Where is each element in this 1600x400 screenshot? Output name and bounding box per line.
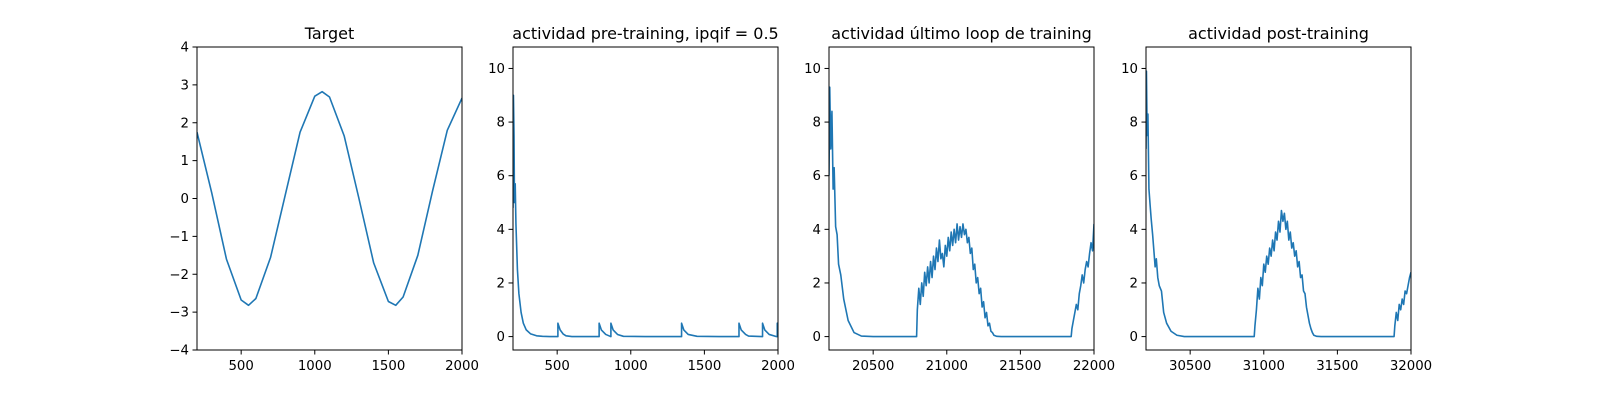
y-tick-label: 10 (804, 62, 821, 77)
x-tick-label: 1000 (614, 359, 648, 374)
axes-frame (512, 46, 779, 351)
x-tick-label: 1500 (687, 359, 721, 374)
series-line-pre-training (513, 94, 778, 338)
x-tick-label: 1000 (298, 359, 332, 374)
y-tick-label: −3 (169, 306, 189, 321)
chart-panel-last-training-loop: 20500 21000 21500 22000 0 2 4 6 8 10 actividad últ… (804, 24, 1115, 374)
y-tick-label: 4 (181, 41, 189, 56)
chart-panel-pre-training: 500 1000 1500 2000 0 2 4 6 8 10 actividad pre-trai… (488, 24, 795, 374)
y-tick-label: 0 (1130, 330, 1138, 345)
axes-frame (828, 46, 1095, 351)
y-tick-label: 8 (813, 116, 821, 131)
x-tick-label: 21500 (999, 359, 1041, 374)
x-tick-label: 21000 (926, 359, 968, 374)
x-tick-label: 2000 (761, 359, 795, 374)
y-tick-label: 10 (488, 62, 505, 77)
axes-frame (1145, 46, 1412, 351)
chart-title: actividad post-training (1188, 24, 1369, 43)
x-tick-label: 22000 (1073, 359, 1115, 374)
y-tick-label: 8 (497, 116, 505, 131)
series-line-post-training (1146, 70, 1411, 338)
x-tick-label: 32000 (1390, 359, 1432, 374)
y-tick-label: 0 (181, 192, 189, 207)
chart-panel-target: 500 1000 1500 2000 −4 −3 −2 −1 0 1 2 3 4 Target (169, 24, 479, 374)
y-tick-label: 2 (1130, 276, 1138, 291)
x-tick-label: 20500 (852, 359, 894, 374)
series-line-last-training-loop (829, 86, 1094, 338)
y-tick-label: 2 (497, 276, 505, 291)
y-tick-label: 10 (1121, 62, 1138, 77)
y-tick-label: −4 (169, 344, 189, 359)
x-tick-label: 2000 (445, 359, 479, 374)
y-tick-label: 3 (181, 78, 189, 93)
y-tick-label: 6 (813, 169, 821, 184)
y-tick-label: 2 (181, 116, 189, 131)
y-tick-label: −2 (169, 268, 189, 283)
y-tick-label: 2 (813, 276, 821, 291)
y-tick-label: 4 (813, 223, 821, 238)
y-tick-label: 6 (497, 169, 505, 184)
chart-title: actividad pre-training, ipqif = 0.5 (512, 24, 778, 43)
series-line-target (197, 90, 462, 307)
y-tick-label: 0 (497, 330, 505, 345)
x-tick-label: 31000 (1243, 359, 1285, 374)
chart-title: Target (304, 24, 355, 43)
y-tick-label: 4 (1130, 223, 1138, 238)
chart-panel-post-training: 30500 31000 31500 32000 0 2 4 6 8 10 actividad pos… (1121, 24, 1432, 374)
y-tick-label: 6 (1130, 169, 1138, 184)
chart-title: actividad último loop de training (831, 24, 1092, 43)
x-tick-label: 500 (544, 359, 569, 374)
x-tick-label: 31500 (1316, 359, 1358, 374)
y-tick-label: 4 (497, 223, 505, 238)
axes-frame (196, 46, 463, 351)
x-tick-label: 1500 (371, 359, 405, 374)
y-tick-label: −1 (169, 230, 189, 245)
y-tick-label: 0 (813, 330, 821, 345)
y-tick-label: 1 (181, 154, 189, 169)
x-tick-label: 500 (228, 359, 253, 374)
x-tick-label: 30500 (1169, 359, 1211, 374)
y-tick-label: 8 (1130, 116, 1138, 131)
